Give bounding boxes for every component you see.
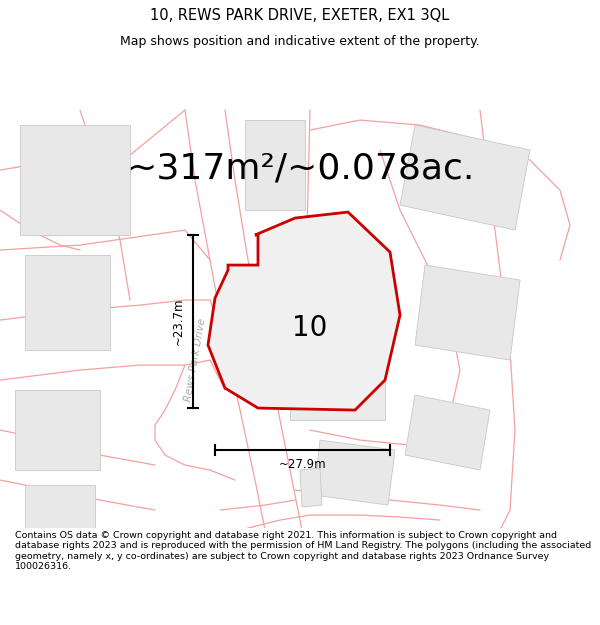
Polygon shape xyxy=(25,485,95,530)
Polygon shape xyxy=(208,212,400,410)
Polygon shape xyxy=(25,255,110,350)
Text: Rews Park Drive: Rews Park Drive xyxy=(183,318,207,402)
Polygon shape xyxy=(15,390,100,470)
Polygon shape xyxy=(405,395,490,470)
Text: ~27.9m: ~27.9m xyxy=(278,458,326,471)
Polygon shape xyxy=(20,125,130,235)
Polygon shape xyxy=(400,125,530,230)
Polygon shape xyxy=(314,440,395,505)
Polygon shape xyxy=(290,355,385,420)
Polygon shape xyxy=(270,260,360,345)
Polygon shape xyxy=(415,265,520,360)
Text: 10, REWS PARK DRIVE, EXETER, EX1 3QL: 10, REWS PARK DRIVE, EXETER, EX1 3QL xyxy=(151,8,449,22)
Text: Contains OS data © Crown copyright and database right 2021. This information is : Contains OS data © Crown copyright and d… xyxy=(15,531,591,571)
Polygon shape xyxy=(300,468,322,507)
Text: Map shows position and indicative extent of the property.: Map shows position and indicative extent… xyxy=(120,35,480,48)
Text: 10: 10 xyxy=(292,314,328,342)
Text: ~317m²/~0.078ac.: ~317m²/~0.078ac. xyxy=(126,151,474,185)
Text: ~23.7m: ~23.7m xyxy=(172,298,185,345)
Polygon shape xyxy=(245,120,305,210)
